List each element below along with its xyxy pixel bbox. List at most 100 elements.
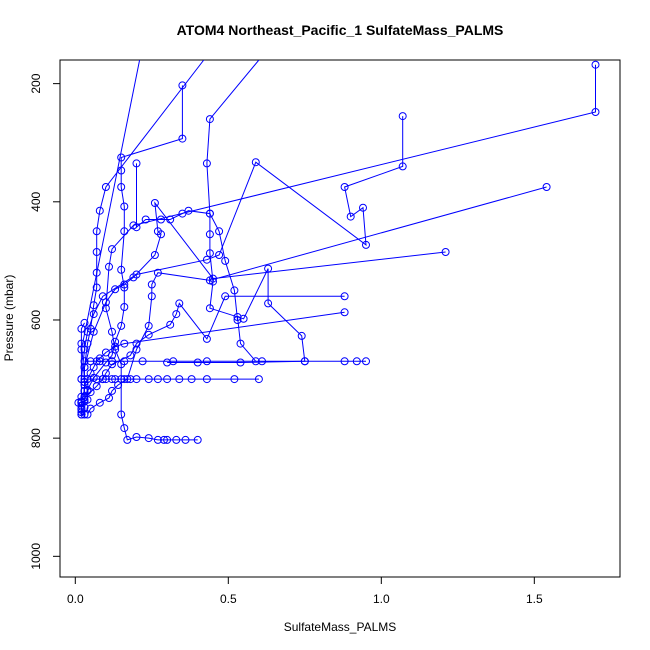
data-point (101, 304, 110, 313)
data-point (83, 386, 92, 395)
data-point (117, 321, 126, 330)
data-point (221, 292, 230, 301)
data-point (172, 435, 181, 444)
data-point (111, 342, 120, 351)
data-point (166, 320, 175, 329)
data-point (346, 212, 355, 221)
data-point (108, 386, 116, 395)
data-point (215, 227, 224, 236)
data-point (215, 251, 224, 259)
x-tick-label: 1.5 (526, 592, 543, 606)
data-point (178, 134, 187, 143)
data-point (202, 159, 211, 168)
data-point (117, 265, 126, 274)
data-point (202, 357, 211, 366)
data-point (202, 334, 211, 343)
data-point (86, 357, 95, 366)
data-point (258, 357, 266, 366)
data-point (108, 375, 116, 384)
data-point (202, 375, 211, 384)
data-point (126, 351, 135, 360)
x-tick-label: 1.0 (373, 592, 390, 606)
data-point (340, 308, 349, 317)
data-point (362, 240, 370, 249)
data-point (340, 183, 349, 191)
data-point (187, 375, 196, 384)
data-point (111, 337, 120, 346)
data-point (77, 339, 86, 348)
series-line (167, 60, 306, 363)
series-line (84, 201, 446, 368)
y-axis: 200 400 600 800 1000 (29, 73, 60, 570)
data-point (105, 394, 113, 402)
data-point (340, 357, 349, 366)
data-point (153, 375, 162, 384)
data-point (89, 301, 98, 310)
y-tick-label: 200 (29, 73, 43, 93)
data-point (297, 331, 306, 340)
data-point (163, 358, 172, 367)
data-point (92, 382, 101, 391)
data-point (77, 324, 86, 333)
data-point (144, 434, 153, 443)
series-line (87, 186, 547, 415)
data-point (95, 398, 104, 407)
data-point (144, 330, 153, 339)
data-point (172, 310, 181, 319)
data-point (117, 410, 126, 419)
data-point (114, 381, 123, 389)
data-point (193, 358, 202, 367)
y-tick-label: 600 (29, 310, 43, 330)
data-point (95, 357, 104, 366)
data-point (221, 256, 230, 265)
chart-title: ATOM4 Northeast_Pacific_1 SulfateMass_PA… (177, 22, 504, 38)
data-point (362, 357, 370, 366)
data-point (233, 316, 242, 324)
data-point (236, 339, 245, 348)
y-tick-label: 1000 (29, 543, 43, 570)
data-point (132, 159, 141, 168)
data-point (300, 357, 309, 366)
data-point (129, 273, 138, 282)
data-point (101, 183, 110, 191)
data-point (144, 375, 153, 384)
x-axis-label: SulfateMass_PALMS (284, 620, 397, 634)
y-tick-label: 800 (29, 428, 43, 448)
data-point (98, 375, 107, 384)
data-point (108, 245, 116, 254)
data-point (236, 358, 245, 367)
data-point (123, 435, 132, 444)
data-point (92, 248, 101, 256)
series-layer (74, 60, 600, 444)
data-point (251, 357, 260, 366)
data-point (398, 112, 407, 121)
data-point (92, 283, 101, 292)
data-point (147, 280, 156, 289)
data-point (352, 357, 361, 366)
data-point (77, 410, 86, 419)
data-point (95, 206, 104, 215)
data-point (359, 203, 367, 212)
data-point (108, 357, 116, 366)
data-point (163, 375, 172, 384)
data-point (80, 375, 89, 384)
data-point (184, 206, 193, 215)
data-point (441, 248, 450, 256)
data-point (80, 410, 89, 419)
data-point (80, 363, 89, 372)
data-point (147, 292, 156, 301)
data-point (138, 357, 147, 366)
data-point (132, 433, 141, 441)
data-point (157, 215, 165, 224)
data-point (166, 215, 175, 224)
data-point (153, 435, 162, 444)
data-point (144, 321, 153, 330)
x-tick-label: 0.0 (67, 592, 84, 606)
data-point (132, 223, 141, 232)
data-point (160, 435, 168, 444)
data-point (150, 251, 159, 259)
data-point (230, 286, 239, 295)
data-point (123, 375, 132, 384)
data-point (163, 435, 172, 444)
data-point (205, 304, 214, 313)
